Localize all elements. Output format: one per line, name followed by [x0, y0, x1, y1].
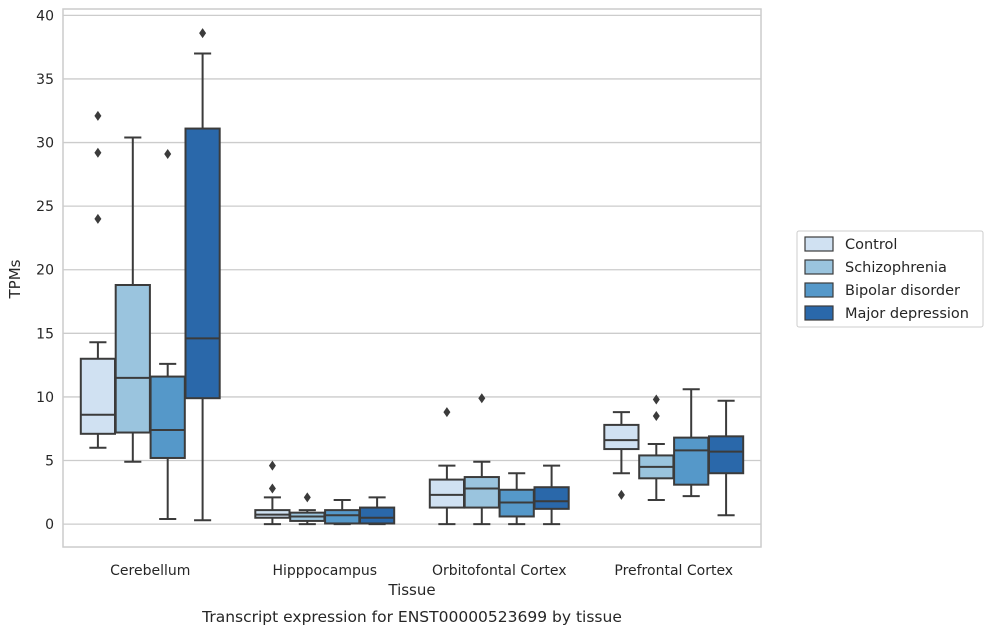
- box-major-depression-1: [358, 496, 396, 526]
- y-tick-40: 40: [36, 8, 54, 24]
- y-tick-20: 20: [36, 263, 54, 279]
- outlier-point: [443, 407, 451, 418]
- legend-swatch-control: [804, 236, 834, 252]
- y-tick-0: 0: [45, 517, 54, 533]
- legend-swatch-bipolar-disorder: [804, 282, 834, 298]
- y-tick-25: 25: [36, 199, 54, 215]
- box-schizophrenia-1: [289, 492, 326, 526]
- y-tick-labels: 0 5 10 15 20 25 30 35 40: [36, 8, 54, 533]
- x-tick-prefrontal-cortex: Prefrontal Cortex: [614, 563, 733, 579]
- box-control-2: [428, 407, 466, 526]
- legend: Control Schizophrenia Bipolar disorder Majo…: [796, 230, 984, 328]
- box-iqr: [79, 357, 117, 435]
- box-bipolar-disorder-3: [673, 388, 710, 498]
- x-tick-hipppocampus: Hipppocampus: [272, 563, 377, 579]
- legend-label-bipolar-disorder: Bipolar disorder: [845, 283, 960, 299]
- box-control-3: [603, 411, 640, 500]
- y-tick-35: 35: [36, 72, 54, 88]
- box-bipolar-disorder-1: [324, 498, 361, 526]
- legend-label-control: Control: [845, 237, 897, 253]
- x-tick-cerebellum: Cerebellum: [110, 563, 190, 579]
- box-bipolar-disorder-0: [149, 148, 186, 521]
- outlier-point: [652, 410, 660, 421]
- x-tick-labels: Cerebellum Hipppocampus Orbitofontal Corte…: [110, 563, 733, 579]
- outlier-point: [199, 28, 207, 39]
- box-iqr: [603, 423, 640, 451]
- outlier-point: [268, 460, 276, 471]
- box-iqr: [428, 478, 466, 509]
- box-major-depression-0: [184, 28, 221, 522]
- box-major-depression-3: [707, 399, 745, 517]
- y-axis-label: TPMs: [6, 259, 24, 299]
- box-iqr: [114, 283, 151, 434]
- box-iqr: [707, 435, 745, 475]
- outlier-point: [94, 110, 102, 121]
- box-iqr: [324, 509, 361, 525]
- outlier-point: [478, 393, 486, 404]
- box-iqr: [184, 127, 221, 400]
- box-iqr: [533, 486, 570, 510]
- box-schizophrenia-0: [114, 136, 151, 463]
- legend-label-schizophrenia: Schizophrenia: [845, 260, 947, 276]
- x-axis-label: Tissue: [387, 581, 435, 599]
- legend-frame: [796, 230, 984, 328]
- outlier-point: [652, 394, 660, 405]
- y-tick-5: 5: [45, 454, 54, 470]
- box-schizophrenia-3: [638, 394, 675, 501]
- box-iqr: [673, 436, 710, 486]
- box-iqr: [463, 476, 500, 509]
- plot-boxes: [79, 28, 745, 526]
- box-iqr: [149, 375, 186, 459]
- outlier-point: [94, 213, 102, 224]
- outlier-point: [164, 148, 172, 159]
- box-bipolar-disorder-2: [498, 472, 535, 526]
- chart-caption: Transcript expression for ENST0000052369…: [201, 608, 622, 626]
- legend-label-major-depression: Major depression: [845, 306, 969, 322]
- outlier-point: [303, 492, 311, 503]
- y-tick-30: 30: [36, 136, 54, 152]
- x-tick-orbitofontal-cortex: Orbitofontal Cortex: [432, 563, 567, 579]
- box-schizophrenia-2: [463, 393, 500, 526]
- box-major-depression-2: [533, 464, 570, 526]
- y-tick-10: 10: [36, 390, 54, 406]
- box-iqr: [358, 506, 396, 525]
- outlier-point: [94, 147, 102, 158]
- legend-swatch-major-depression: [804, 305, 834, 321]
- box-control-1: [254, 460, 291, 526]
- y-tick-15: 15: [36, 326, 54, 342]
- outlier-point: [268, 483, 276, 494]
- outlier-point: [617, 489, 625, 500]
- legend-swatch-schizophrenia: [804, 259, 834, 275]
- box-control-0: [79, 110, 117, 449]
- plot-frame: [62, 8, 762, 548]
